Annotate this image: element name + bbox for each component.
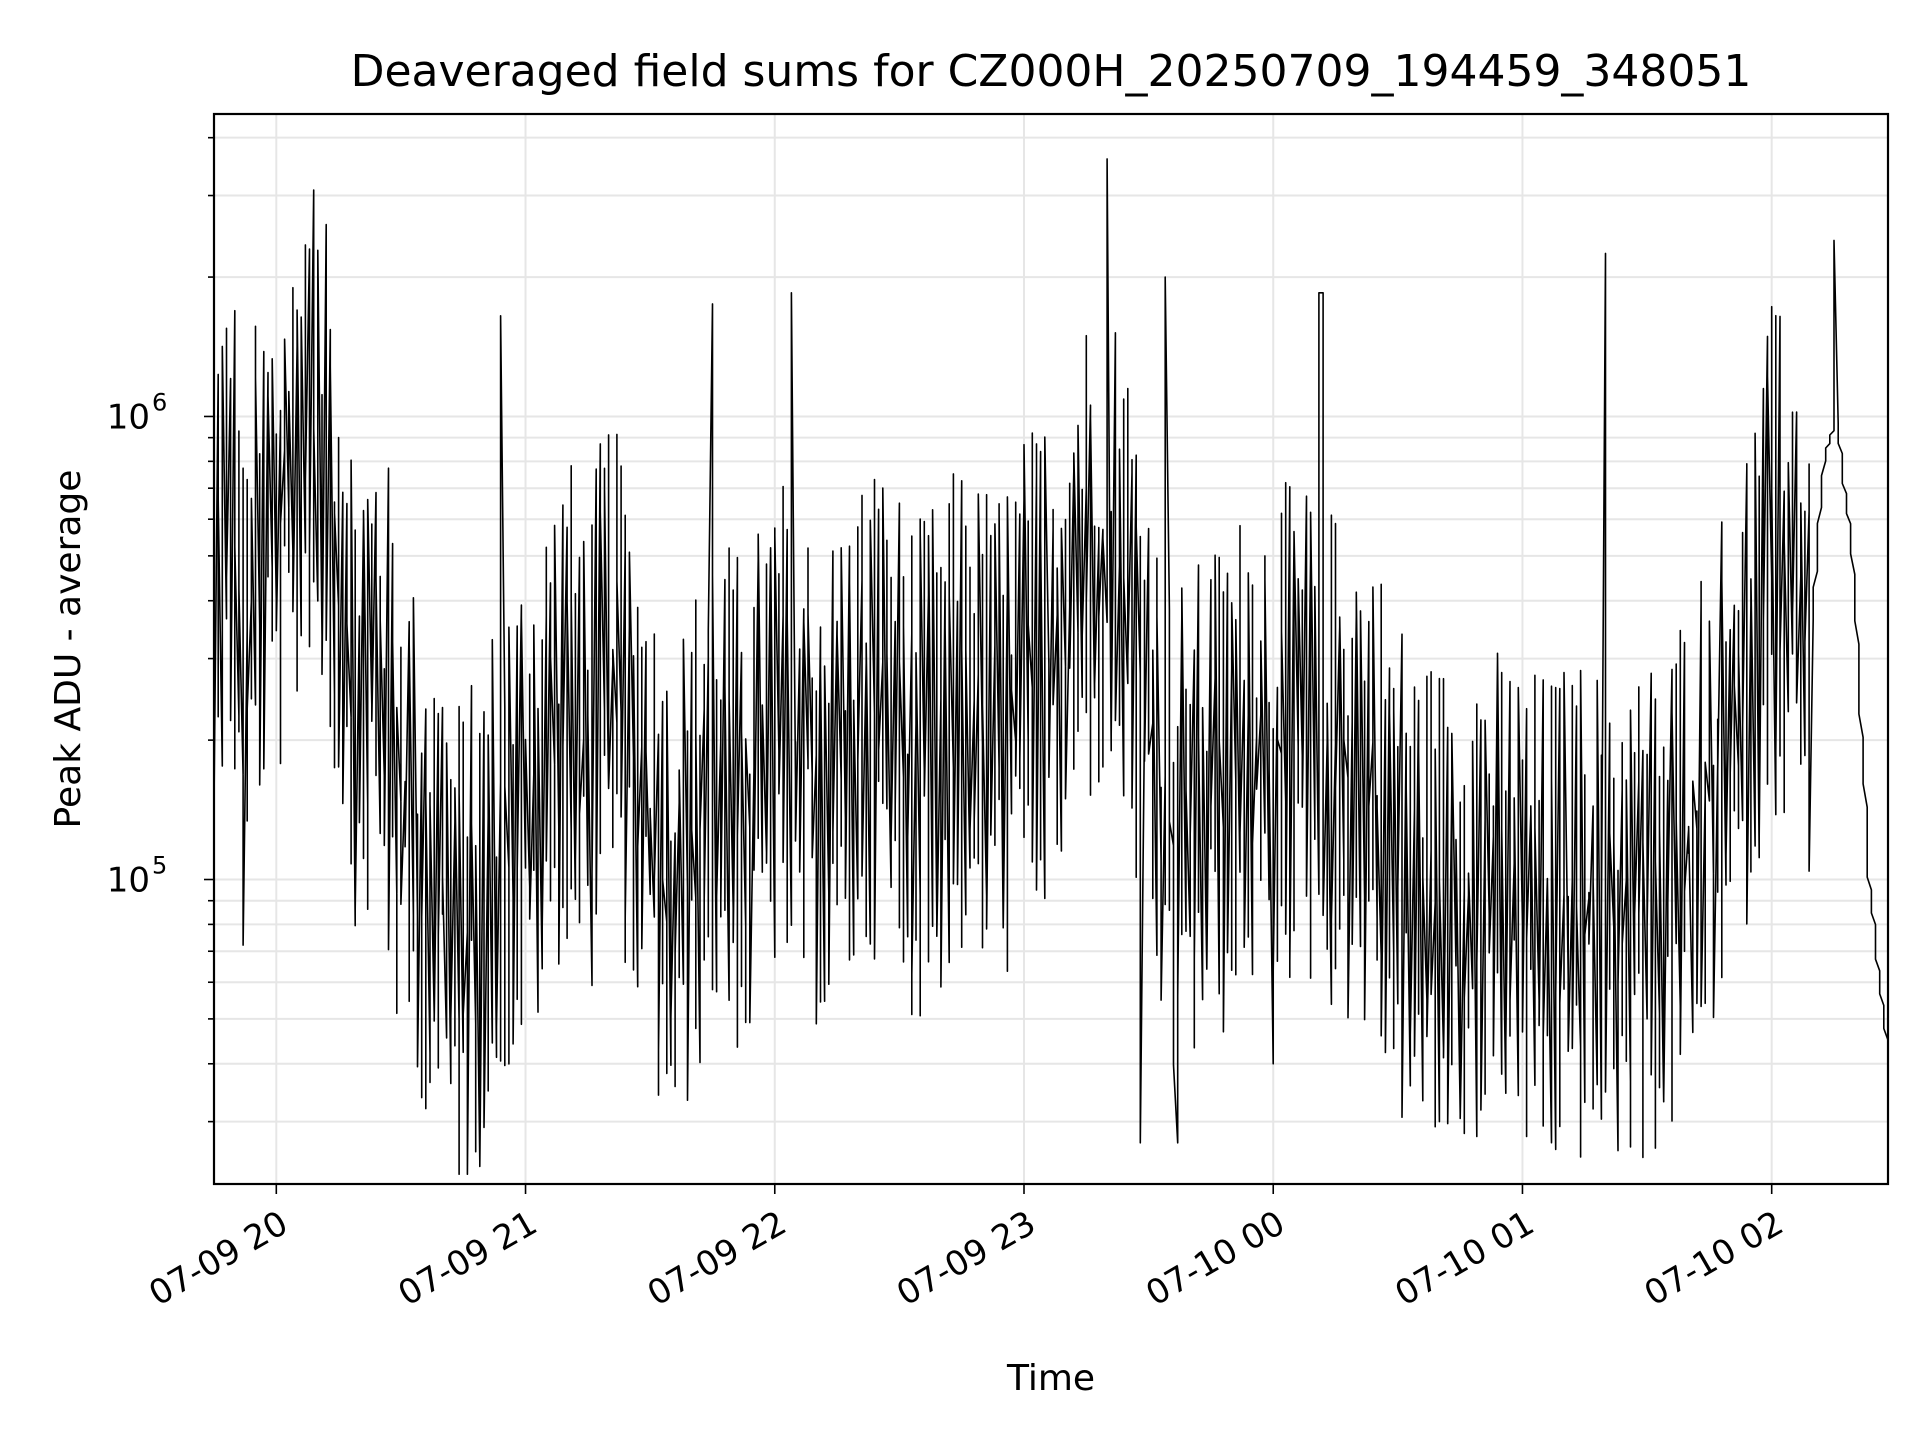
chart-title: Deaveraged field sums for CZ000H_2025070… (351, 46, 1752, 97)
y-tick-label: 10 5 (107, 852, 168, 901)
y-tick-base: 10 (107, 861, 150, 901)
y-tick-base: 10 (107, 397, 150, 437)
y-tick-exponent: 6 (152, 388, 167, 416)
y-tick-exponent: 5 (152, 852, 167, 880)
series-line (213, 158, 1889, 1175)
y-axis-label: Peak ADU - average (48, 470, 89, 829)
plot-area (213, 158, 1889, 1175)
x-axis-label: Time (1006, 1358, 1095, 1399)
y-tick-label: 10 6 (107, 388, 168, 437)
plot-frame (212, 112, 1890, 1186)
